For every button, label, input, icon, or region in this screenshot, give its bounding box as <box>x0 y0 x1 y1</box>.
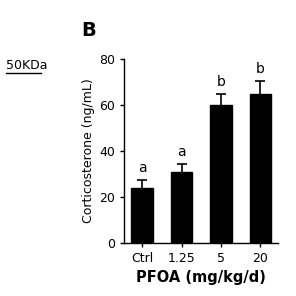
Bar <box>131 188 153 243</box>
Bar <box>250 94 271 243</box>
Text: a: a <box>177 145 186 159</box>
Bar <box>210 105 232 243</box>
Text: a: a <box>138 161 147 175</box>
Y-axis label: Corticosterone (ng/mL): Corticosterone (ng/mL) <box>82 78 95 223</box>
Bar <box>171 172 192 243</box>
Text: B: B <box>81 21 96 40</box>
Text: b: b <box>217 75 226 89</box>
Text: 50KDa: 50KDa <box>6 59 47 72</box>
Text: b: b <box>256 62 265 76</box>
X-axis label: PFOA (mg/kg/d): PFOA (mg/kg/d) <box>136 270 266 285</box>
